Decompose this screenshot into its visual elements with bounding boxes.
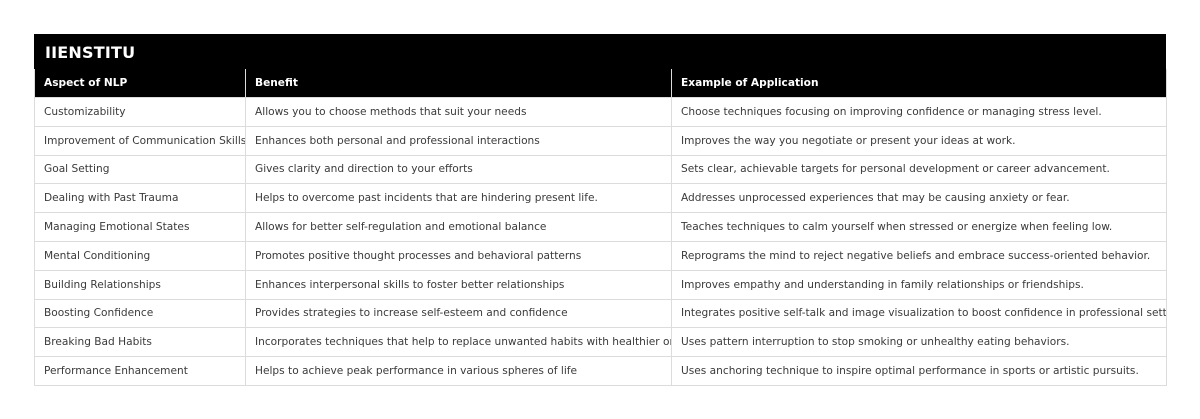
cell-aspect: Breaking Bad Habits [34, 327, 246, 358]
cell-benefit: Helps to overcome past incidents that ar… [245, 183, 672, 214]
cell-benefit: Incorporates techniques that help to rep… [245, 327, 672, 358]
cell-benefit: Provides strategies to increase self-est… [245, 298, 672, 329]
column-header-example: Example of Application [671, 69, 1167, 98]
table-row: Building Relationships Enhances interper… [34, 269, 1167, 300]
cell-example: Addresses unprocessed experiences that m… [671, 183, 1167, 214]
table-row: Managing Emotional States Allows for bet… [34, 212, 1167, 242]
cell-benefit: Promotes positive thought processes and … [245, 240, 672, 271]
cell-example: Sets clear, achievable targets for perso… [671, 154, 1167, 185]
cell-example: Uses anchoring technique to inspire opti… [671, 356, 1167, 386]
cell-example: Improves empathy and understanding in fa… [671, 269, 1167, 300]
cell-benefit: Helps to achieve peak performance in var… [245, 356, 672, 386]
cell-aspect: Boosting Confidence [34, 298, 246, 329]
cell-aspect: Improvement of Communication Skills [34, 125, 246, 156]
cell-example: Uses pattern interruption to stop smokin… [671, 327, 1167, 358]
table-row: Goal Setting Gives clarity and direction… [34, 154, 1167, 185]
table-row: Performance Enhancement Helps to achieve… [34, 356, 1167, 386]
cell-benefit: Allows for better self-regulation and em… [245, 212, 672, 242]
cell-benefit: Gives clarity and direction to your effo… [245, 154, 672, 185]
cell-example: Choose techniques focusing on improving … [671, 97, 1167, 127]
cell-example: Improves the way you negotiate or presen… [671, 125, 1167, 156]
nlp-table: Aspect of NLP Benefit Example of Applica… [34, 69, 1167, 386]
table-row: Dealing with Past Trauma Helps to overco… [34, 183, 1167, 214]
table-row: Mental Conditioning Promotes positive th… [34, 240, 1167, 271]
table-row: Customizability Allows you to choose met… [34, 97, 1167, 127]
cell-benefit: Enhances both personal and professional … [245, 125, 672, 156]
cell-aspect: Dealing with Past Trauma [34, 183, 246, 214]
column-header-aspect: Aspect of NLP [34, 69, 246, 98]
cell-aspect: Performance Enhancement [34, 356, 246, 386]
cell-aspect: Mental Conditioning [34, 240, 246, 271]
cell-example: Reprograms the mind to reject negative b… [671, 240, 1167, 271]
cell-aspect: Customizability [34, 97, 246, 127]
table-row: Boosting Confidence Provides strategies … [34, 298, 1167, 329]
table-title: IIENSTITU [34, 34, 1166, 69]
cell-example: Integrates positive self-talk and image … [671, 298, 1167, 329]
table-row: Improvement of Communication Skills Enha… [34, 125, 1167, 156]
header-row: Aspect of NLP Benefit Example of Applica… [34, 69, 1167, 98]
table-row: Breaking Bad Habits Incorporates techniq… [34, 327, 1167, 358]
cell-benefit: Enhances interpersonal skills to foster … [245, 269, 672, 300]
cell-example: Teaches techniques to calm yourself when… [671, 212, 1167, 242]
cell-benefit: Allows you to choose methods that suit y… [245, 97, 672, 127]
cell-aspect: Goal Setting [34, 154, 246, 185]
cell-aspect: Managing Emotional States [34, 212, 246, 242]
column-header-benefit: Benefit [245, 69, 672, 98]
cell-aspect: Building Relationships [34, 269, 246, 300]
nlp-table-container: IIENSTITU Aspect of NLP Benefit Example … [34, 34, 1167, 386]
